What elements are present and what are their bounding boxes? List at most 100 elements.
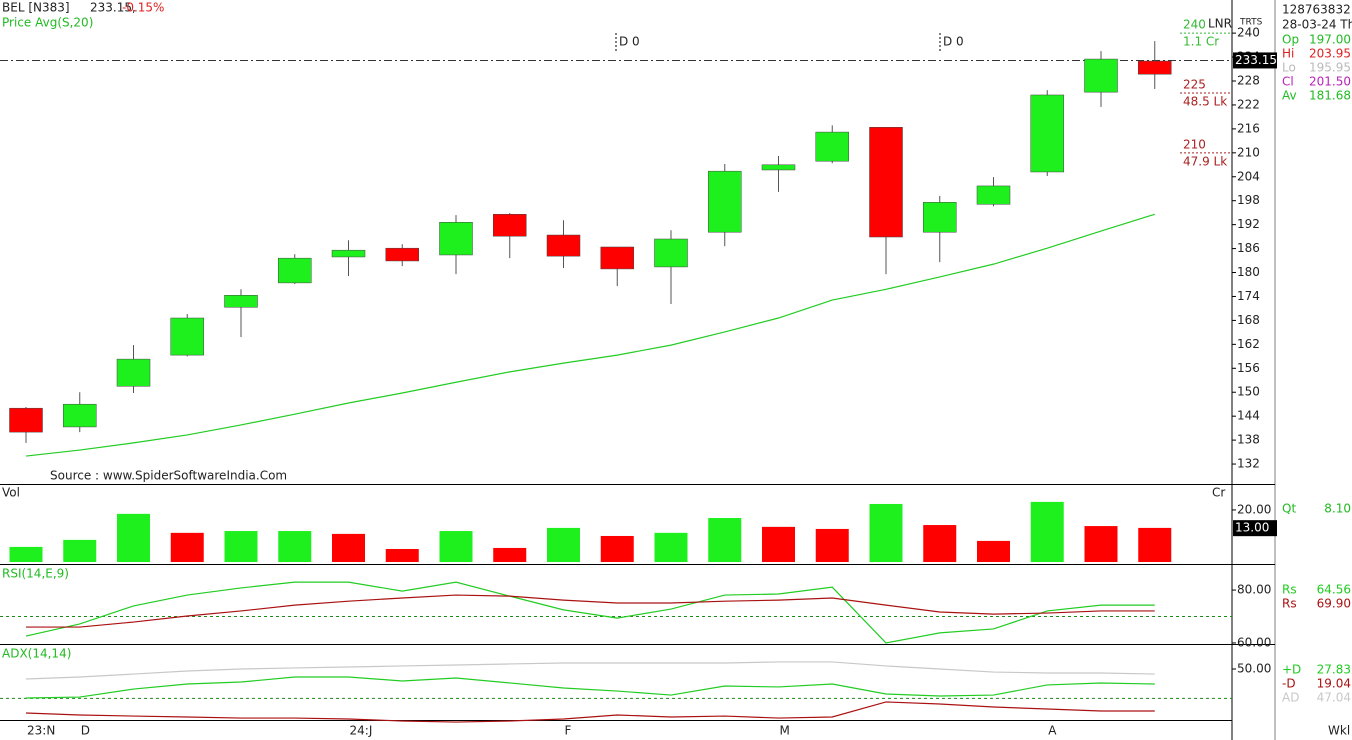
info-value: 181.68: [1309, 89, 1351, 103]
volume-bar: [493, 547, 527, 562]
footer-label: Wkl: [1328, 724, 1350, 738]
panel-unit: Cr: [1212, 486, 1225, 500]
info-label: Av: [1282, 89, 1297, 103]
volume-bar: [439, 531, 473, 562]
candle-body: [1030, 94, 1064, 173]
y-tick-label: 240: [1237, 26, 1260, 40]
candle-body: [923, 202, 957, 233]
candle-body: [1084, 58, 1118, 93]
cursor-box: [1233, 520, 1277, 537]
y-tick-label: 186: [1237, 241, 1260, 255]
volume-bar: [869, 503, 903, 562]
source: Source : www.SpiderSoftwareIndia.Com: [50, 469, 287, 483]
y-tick-label: 132: [1237, 457, 1260, 471]
chart-title: BEL [N383]: [2, 1, 70, 15]
legend-readout: 19.04: [1317, 677, 1351, 691]
y-tick-label: 60.00: [1237, 635, 1271, 649]
axis-tag: LNR: [1208, 17, 1232, 31]
info-value: 197.00: [1309, 33, 1351, 47]
info-label: Lo: [1282, 61, 1296, 75]
event-label: D 0: [619, 35, 640, 49]
candle-body: [9, 407, 43, 433]
candle-body: [116, 358, 151, 387]
y-tick-label: 20.00: [1237, 502, 1271, 516]
indicator-line: [25, 581, 1155, 644]
volume-bar: [1138, 527, 1172, 562]
volume-bar: [117, 513, 150, 562]
volume-bar: [278, 531, 312, 562]
y-tick-label: 80.00: [1237, 583, 1271, 597]
y-tick-label: 210: [1237, 145, 1260, 159]
info-value: 195.95: [1309, 61, 1351, 75]
y-tick-label: 138: [1237, 433, 1260, 447]
y-tick-label: 222: [1237, 97, 1260, 111]
readout-label: Qt: [1282, 502, 1296, 516]
candle-body: [654, 238, 688, 268]
legend-name: AD: [1282, 691, 1299, 705]
volume-bar: [332, 533, 365, 562]
candle-body: [546, 234, 581, 257]
candle-body: [708, 170, 742, 233]
readout-value: 8.10: [1324, 502, 1351, 516]
average-line: [25, 213, 1155, 457]
level-value: 240: [1183, 18, 1206, 32]
last-price: 233.15,: [90, 1, 136, 15]
legend-name: +D: [1282, 663, 1301, 677]
x-tick-label: F: [565, 724, 572, 738]
y-tick-label: 198: [1237, 193, 1260, 207]
indicator-line: [25, 701, 1155, 723]
candle-body: [439, 221, 473, 256]
indicator-line: [25, 676, 1155, 699]
volume-bar: [1084, 526, 1118, 562]
legend-name: -D: [1282, 677, 1296, 691]
event-label: D 0: [943, 35, 964, 49]
x-tick-label: 23:N: [27, 724, 55, 738]
candle-body: [278, 257, 312, 284]
volume-bar: [385, 548, 419, 562]
legend-readout: 69.90: [1317, 597, 1351, 611]
info-date: 28-03-24 Th: [1282, 18, 1352, 32]
y-tick-label: 150: [1237, 385, 1260, 399]
info-label: Hi: [1282, 47, 1294, 61]
volume-bar: [170, 532, 204, 562]
candle-body: [976, 185, 1011, 205]
legend-readout: 47.04: [1317, 691, 1351, 705]
y-tick-label: 180: [1237, 265, 1260, 279]
y-tick-label: 168: [1237, 313, 1260, 327]
y-tick-label: 192: [1237, 217, 1260, 231]
indicator-line: [26, 594, 1155, 628]
legend-name: Rs: [1282, 583, 1297, 597]
volume-bar: [923, 525, 957, 562]
info-id: 128763832.0: [1282, 3, 1352, 17]
y-tick-label: 50.00: [1237, 662, 1271, 676]
volume-bar: [63, 539, 97, 562]
info-label: Cl: [1282, 75, 1294, 89]
indicator-line: [25, 661, 1155, 680]
candle-body: [170, 317, 204, 356]
panel-title: ADX(14,14): [2, 647, 71, 661]
y-tick-label: 162: [1237, 337, 1260, 351]
x-tick-label: D: [81, 724, 90, 738]
volume-bar: [547, 527, 580, 562]
candle-body: [385, 247, 419, 262]
x-tick-label: 24:J: [350, 724, 373, 738]
candle-body: [869, 127, 903, 238]
legend-name: Rs: [1282, 597, 1297, 611]
panel-title: RSI(14,E,9): [2, 567, 69, 581]
candle-body: [761, 164, 796, 171]
volume-bar: [9, 546, 43, 562]
candle-body: [63, 403, 97, 428]
candle-body: [1138, 60, 1172, 75]
price-tag-box: [1233, 52, 1277, 69]
legend-average: Price Avg(S,20): [2, 16, 93, 30]
volume-bar: [654, 532, 688, 562]
y-tick-label: 174: [1237, 289, 1260, 303]
candle-body: [331, 249, 366, 258]
level-value: 210: [1183, 137, 1206, 151]
x-tick-label: A: [1048, 724, 1057, 738]
volume-bar: [600, 535, 634, 562]
legend-readout: 64.56: [1317, 583, 1351, 597]
panel-title: Vol: [2, 486, 20, 500]
